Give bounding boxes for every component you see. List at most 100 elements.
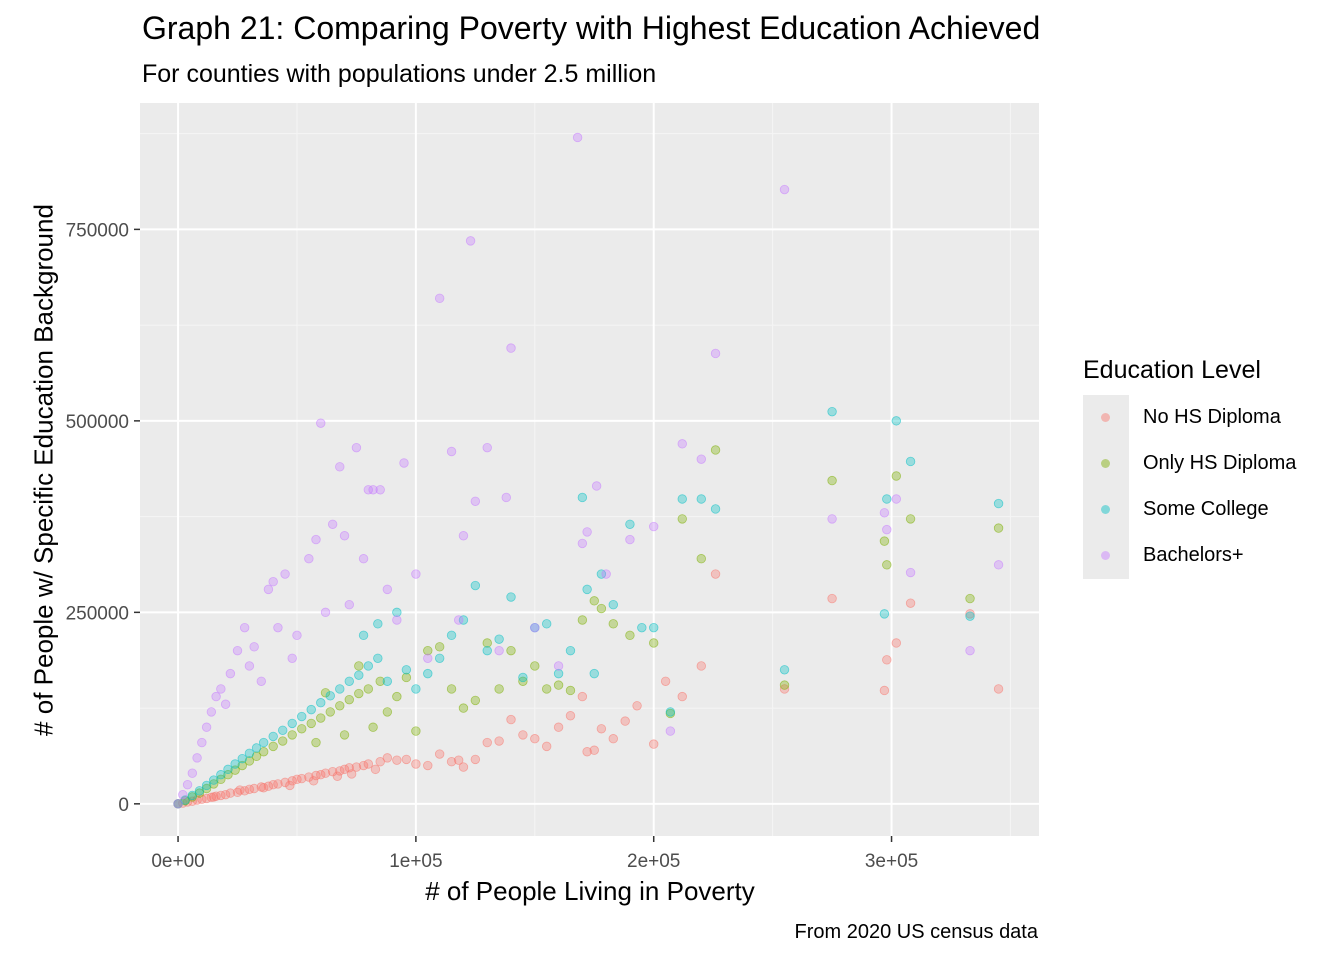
data-point (292, 630, 302, 641)
data-point (187, 768, 198, 778)
data-point (470, 496, 481, 506)
data-point (434, 293, 445, 304)
data-point (368, 722, 378, 732)
chart-caption: From 2020 US census data (794, 921, 1038, 943)
data-point (225, 788, 236, 798)
data-point (201, 780, 212, 791)
data-point (358, 630, 369, 641)
data-point (553, 680, 564, 690)
data-point (363, 661, 374, 671)
x-tick-label: 0e+00 (151, 851, 204, 872)
data-point (258, 737, 269, 748)
data-point (392, 615, 402, 625)
data-point (993, 498, 1004, 509)
data-point (453, 615, 464, 625)
data-point (882, 655, 892, 665)
data-point (482, 638, 492, 648)
data-point (882, 524, 892, 535)
data-point (256, 676, 266, 686)
data-point (304, 772, 314, 782)
data-point (216, 790, 226, 801)
data-point (965, 593, 975, 604)
data-point (244, 756, 255, 766)
data-point (530, 734, 540, 744)
y-tick-label: 500000 (66, 412, 129, 433)
data-point (370, 764, 381, 775)
data-point (316, 418, 326, 428)
data-point (891, 638, 902, 648)
data-point (351, 762, 362, 772)
data-point (297, 724, 307, 734)
legend-key (1083, 533, 1129, 579)
data-point (710, 504, 721, 514)
data-point (710, 348, 721, 359)
data-point (518, 676, 528, 686)
data-point (446, 446, 457, 457)
data-point (194, 786, 205, 796)
data-point (494, 684, 504, 694)
data-point (268, 577, 278, 587)
data-point (401, 754, 412, 765)
data-point (375, 757, 385, 767)
legend-dot (1101, 505, 1110, 514)
data-point (458, 703, 469, 713)
data-point (541, 619, 552, 629)
data-point (382, 707, 393, 717)
data-point (354, 661, 364, 671)
data-point (965, 609, 975, 619)
data-point (249, 642, 259, 652)
data-point (244, 661, 255, 671)
data-point (620, 716, 630, 726)
data-point (273, 779, 283, 789)
data-point (225, 668, 236, 679)
data-point (263, 584, 274, 595)
data-point (287, 730, 297, 740)
data-point (993, 523, 1004, 533)
data-point (237, 753, 247, 764)
data-point (209, 792, 219, 802)
data-point (494, 645, 504, 656)
data-point (292, 774, 302, 785)
legend-dot (1101, 551, 1110, 560)
legend: Education Level No HS Diploma Only HS Di… (1083, 356, 1323, 579)
data-point (187, 790, 198, 801)
data-point (905, 598, 916, 608)
data-point (434, 749, 445, 759)
data-point (518, 730, 528, 740)
legend-item-bachelors: Bachelors+ (1083, 533, 1323, 579)
data-point (201, 783, 212, 794)
legend-label: Bachelors+ (1143, 544, 1244, 566)
legend-item-some-college: Some College (1083, 487, 1323, 533)
y-axis-label: # of People w/ Specific Education Backgr… (28, 204, 59, 736)
data-point (905, 456, 916, 467)
data-point (582, 527, 592, 537)
data-point (280, 777, 290, 788)
data-point (239, 622, 250, 633)
data-point (608, 599, 618, 610)
data-point (277, 725, 288, 736)
data-point (216, 770, 226, 780)
data-point (494, 736, 504, 746)
data-point (625, 519, 635, 529)
data-point (506, 714, 516, 725)
data-point (608, 734, 618, 744)
data-point (201, 722, 212, 732)
data-point (244, 784, 255, 794)
data-point (306, 704, 316, 715)
data-point (625, 534, 635, 545)
data-point (494, 634, 504, 644)
data-point (304, 554, 314, 564)
data-point (354, 670, 364, 680)
data-point (237, 760, 247, 771)
legend-title: Education Level (1083, 356, 1261, 384)
data-point (677, 494, 687, 504)
data-point (358, 554, 369, 564)
data-point (582, 584, 592, 595)
data-point (470, 580, 481, 591)
data-point (244, 748, 255, 758)
data-point (411, 569, 421, 579)
data-point (637, 622, 647, 633)
data-point (258, 783, 269, 793)
data-point (572, 132, 583, 143)
